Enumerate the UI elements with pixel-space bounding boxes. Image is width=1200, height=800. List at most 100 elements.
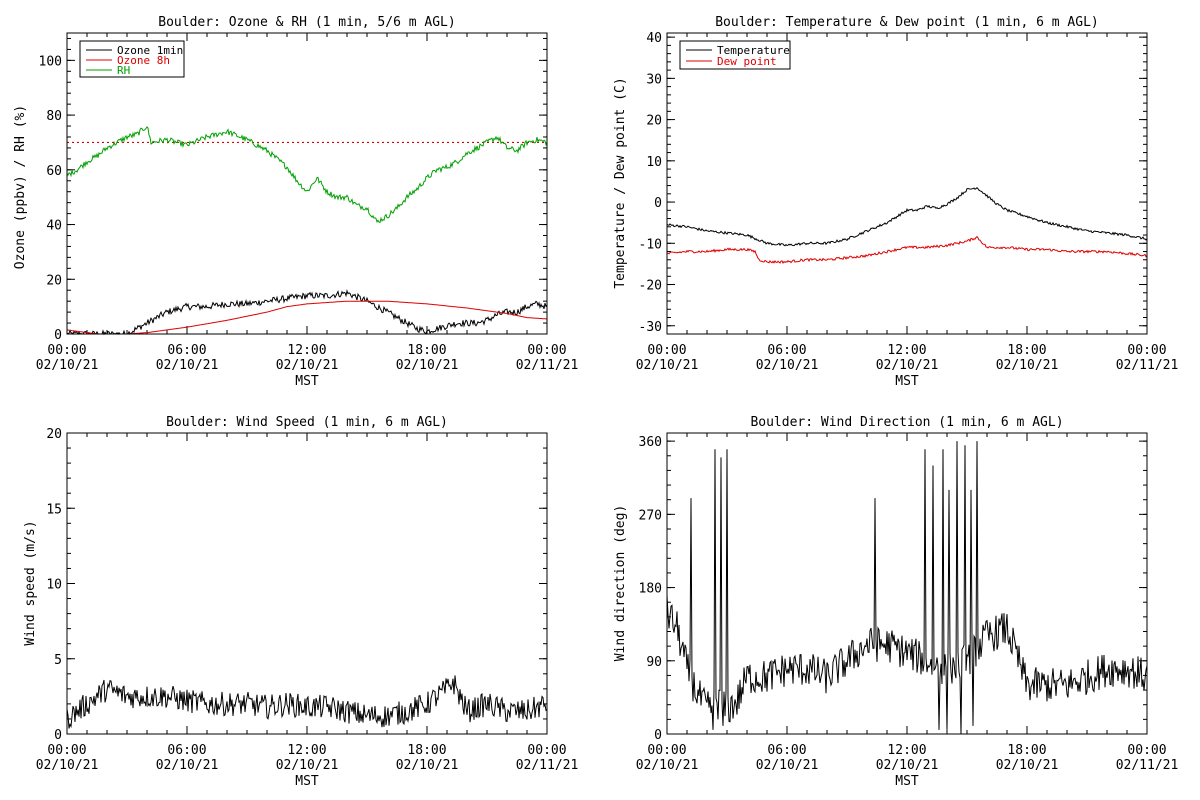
wind-speed-y-tick-label: 5 bbox=[54, 653, 62, 668]
wind-direction-x-axis-label: MST bbox=[895, 774, 919, 789]
legend-temperature-label: Temperature bbox=[717, 44, 790, 57]
wind-direction-x-tick-date-label: 02/10/21 bbox=[876, 758, 939, 773]
temperature-dewpoint-y-axis-label: Temperature / Dew point (C) bbox=[613, 77, 628, 288]
ozone-rh-y-tick-label: 0 bbox=[54, 328, 62, 343]
temperature-dewpoint-x-axis-label: MST bbox=[895, 374, 919, 389]
ozone-rh-y-tick-label: 80 bbox=[46, 109, 62, 124]
legend-rh-label: RH bbox=[117, 64, 130, 77]
ozone-rh-y-axis: 0 20 40 60 80 100 bbox=[39, 37, 547, 343]
ozone-1min-series-line bbox=[66, 289, 548, 336]
temperature-series-line bbox=[666, 186, 1148, 247]
temperature-dewpoint-x-axis: 00:0002/10/2106:0002/10/2112:0002/10/211… bbox=[636, 33, 1179, 373]
temperature-dewpoint-x-tick-time-label: 12:00 bbox=[887, 343, 926, 358]
wind-direction-x-tick-time-label: 12:00 bbox=[887, 743, 926, 758]
temperature-dewpoint-x-tick-date-label: 02/10/21 bbox=[996, 358, 1059, 373]
temperature-dewpoint-y-tick-label: 20 bbox=[646, 114, 662, 129]
wind-direction-y-tick-label: 180 bbox=[639, 582, 662, 597]
wind-direction-y-tick-label: 270 bbox=[639, 508, 662, 523]
wind-speed-chart-title: Boulder: Wind Speed (1 min, 6 m AGL) bbox=[166, 415, 448, 430]
ozone-rh-y-axis-label: Ozone (ppbv) / RH (%) bbox=[13, 105, 28, 269]
wind-direction-x-tick-time-label: 00:00 bbox=[647, 743, 686, 758]
temperature-dewpoint-legend-box bbox=[679, 40, 791, 70]
wind-speed-y-tick-label: 20 bbox=[46, 427, 62, 442]
wind-speed-x-tick-time-label: 00:00 bbox=[527, 743, 566, 758]
temperature-dewpoint-y-tick-label: 30 bbox=[646, 72, 662, 87]
ozone-rh-chart: Boulder: Ozone & RH (1 min, 5/6 m AGL) 0… bbox=[13, 15, 578, 389]
ozone-rh-plot-frame bbox=[66, 32, 548, 335]
wind-direction-x-axis: 00:0002/10/2106:0002/10/2112:0002/10/211… bbox=[636, 433, 1179, 773]
wind-speed-y-axis-label: Wind speed (m/s) bbox=[23, 520, 38, 645]
wind-direction-x-tick-date-label: 02/10/21 bbox=[636, 758, 699, 773]
temperature-dewpoint-x-tick-date-label: 02/11/21 bbox=[1116, 358, 1179, 373]
ozone-rh-x-tick-time-label: 00:00 bbox=[47, 343, 86, 358]
temperature-dewpoint-x-tick-date-label: 02/10/21 bbox=[636, 358, 699, 373]
wind-speed-x-tick-date-label: 02/11/21 bbox=[516, 758, 579, 773]
ozone-rh-x-tick-time-label: 12:00 bbox=[287, 343, 326, 358]
wind-direction-x-tick-date-label: 02/10/21 bbox=[996, 758, 1059, 773]
temperature-dewpoint-x-tick-time-label: 18:00 bbox=[1007, 343, 1046, 358]
wind-speed-x-tick-time-label: 18:00 bbox=[407, 743, 446, 758]
dew-point-series-line bbox=[667, 235, 1148, 264]
temperature-dewpoint-y-tick-label: 40 bbox=[646, 31, 662, 46]
wind-direction-y-tick-label: 360 bbox=[639, 435, 662, 450]
ozone-rh-y-tick-label: 20 bbox=[46, 273, 62, 288]
wind-direction-y-tick-label: 90 bbox=[646, 655, 662, 670]
temperature-dewpoint-y-tick-label: -30 bbox=[639, 320, 662, 335]
ozone-rh-x-axis: 00:0002/10/2106:0002/10/2112:0002/10/211… bbox=[36, 33, 579, 373]
ozone-rh-x-tick-date-label: 02/10/21 bbox=[156, 358, 219, 373]
wind-speed-plot-frame bbox=[66, 432, 548, 735]
ozone-rh-y-tick-label: 100 bbox=[39, 54, 62, 69]
legend-ozone-8h-label: Ozone 8h bbox=[117, 54, 170, 67]
wind-direction-plot-frame bbox=[666, 432, 1148, 735]
ozone-rh-y-tick-label: 40 bbox=[46, 219, 62, 234]
temperature-dewpoint-y-tick-label: -10 bbox=[639, 237, 662, 252]
wind-speed-y-tick-label: 0 bbox=[54, 728, 62, 743]
temperature-dewpoint-x-tick-time-label: 06:00 bbox=[767, 343, 806, 358]
ozone-8h-series-line bbox=[66, 300, 547, 335]
ozone-rh-chart-title: Boulder: Ozone & RH (1 min, 5/6 m AGL) bbox=[158, 15, 455, 30]
temperature-dewpoint-plot-frame bbox=[666, 32, 1148, 335]
wind-direction-x-tick-time-label: 00:00 bbox=[1127, 743, 1166, 758]
wind-speed-x-tick-time-label: 06:00 bbox=[167, 743, 206, 758]
temperature-dewpoint-chart-title: Boulder: Temperature & Dew point (1 min,… bbox=[715, 15, 1099, 30]
ozone-rh-x-axis-label: MST bbox=[295, 374, 319, 389]
ozone-rh-legend: Ozone 1min Ozone 8h RH bbox=[79, 40, 185, 78]
wind-speed-y-tick-label: 15 bbox=[46, 502, 62, 517]
wind-direction-x-tick-time-label: 06:00 bbox=[767, 743, 806, 758]
ozone-rh-x-tick-date-label: 02/10/21 bbox=[396, 358, 459, 373]
temperature-dewpoint-y-tick-label: 10 bbox=[646, 155, 662, 170]
ozone-rh-x-tick-date-label: 02/11/21 bbox=[516, 358, 579, 373]
rh-series-line bbox=[66, 126, 548, 224]
wind-direction-chart: Boulder: Wind Direction (1 min, 6 m AGL)… bbox=[613, 415, 1178, 789]
ozone-rh-x-tick-time-label: 00:00 bbox=[527, 343, 566, 358]
wind-speed-x-tick-date-label: 02/10/21 bbox=[276, 758, 339, 773]
wind-direction-x-tick-time-label: 18:00 bbox=[1007, 743, 1046, 758]
temperature-dewpoint-y-axis: -30 -20 -10 0 10 20 30 40 bbox=[639, 31, 1147, 335]
wind-speed-x-tick-date-label: 02/10/21 bbox=[156, 758, 219, 773]
wind-speed-x-tick-date-label: 02/10/21 bbox=[36, 758, 99, 773]
wind-speed-series-line bbox=[66, 675, 548, 729]
temperature-dewpoint-y-tick-label: 0 bbox=[654, 196, 662, 211]
wind-direction-y-tick-label: 0 bbox=[654, 728, 662, 743]
temperature-dewpoint-x-tick-time-label: 00:00 bbox=[647, 343, 686, 358]
ozone-rh-x-tick-time-label: 06:00 bbox=[167, 343, 206, 358]
wind-direction-x-tick-date-label: 02/10/21 bbox=[756, 758, 819, 773]
wind-direction-y-axis-label: Wind direction (deg) bbox=[613, 505, 628, 662]
wind-speed-x-tick-time-label: 00:00 bbox=[47, 743, 86, 758]
wind-speed-x-axis-label: MST bbox=[295, 774, 319, 789]
temperature-dewpoint-y-tick-label: -20 bbox=[639, 279, 662, 294]
temperature-dewpoint-x-tick-date-label: 02/10/21 bbox=[756, 358, 819, 373]
legend-ozone-1min-label: Ozone 1min bbox=[117, 44, 183, 57]
wind-speed-y-tick-label: 10 bbox=[46, 578, 62, 593]
wind-speed-x-tick-time-label: 12:00 bbox=[287, 743, 326, 758]
ozone-rh-x-tick-date-label: 02/10/21 bbox=[276, 358, 339, 373]
wind-direction-x-tick-date-label: 02/11/21 bbox=[1116, 758, 1179, 773]
ozone-rh-legend-box bbox=[79, 40, 185, 78]
wind-speed-x-axis: 00:0002/10/2106:0002/10/2112:0002/10/211… bbox=[36, 433, 579, 773]
temperature-dewpoint-x-tick-time-label: 00:00 bbox=[1127, 343, 1166, 358]
ozone-rh-x-tick-date-label: 02/10/21 bbox=[36, 358, 99, 373]
legend-dew-point-label: Dew point bbox=[717, 55, 777, 68]
wind-speed-chart: Boulder: Wind Speed (1 min, 6 m AGL) 0 5 1… bbox=[23, 415, 578, 789]
ozone-rh-x-tick-time-label: 18:00 bbox=[407, 343, 446, 358]
